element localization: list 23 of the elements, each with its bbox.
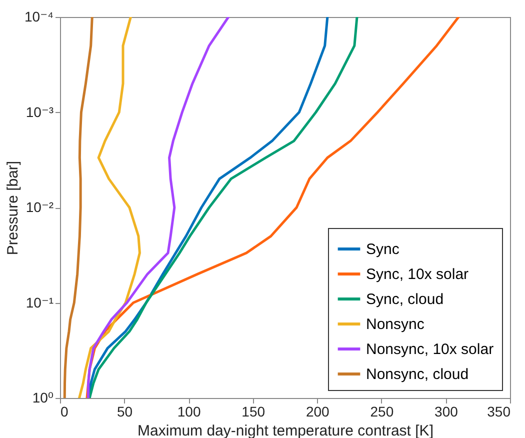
x-tick-label: 150 (242, 404, 266, 420)
x-tick-label: 250 (370, 404, 394, 420)
y-tick-label: 10⁻⁴ (24, 8, 54, 24)
x-tick-label: 100 (177, 404, 201, 420)
x-tick-label: 350 (487, 404, 511, 420)
y-tick-label: 10⁰ (32, 390, 54, 406)
legend-label: Sync (366, 241, 400, 258)
y-tick-label: 10⁻¹ (26, 294, 54, 310)
x-tick-label: 50 (116, 404, 133, 420)
line-series (87, 17, 230, 398)
line-series (78, 17, 141, 398)
y-axis-title: Pressure [bar] (4, 160, 22, 256)
legend-label: Sync, 10x solar (366, 266, 469, 283)
legend-label: Sync, cloud (366, 291, 444, 308)
x-tick-label: 300 (434, 404, 458, 420)
legend-label: Nonsync, cloud (366, 366, 469, 383)
x-tick-label: 200 (306, 404, 330, 420)
line-series (63, 17, 94, 398)
y-tick-label: 10⁻² (26, 199, 54, 215)
legend-label: Nonsync, 10x solar (366, 341, 494, 358)
y-tick-label: 10⁻³ (26, 104, 54, 120)
x-tick-label: 0 (60, 404, 68, 420)
legend-label: Nonsync (366, 316, 425, 333)
